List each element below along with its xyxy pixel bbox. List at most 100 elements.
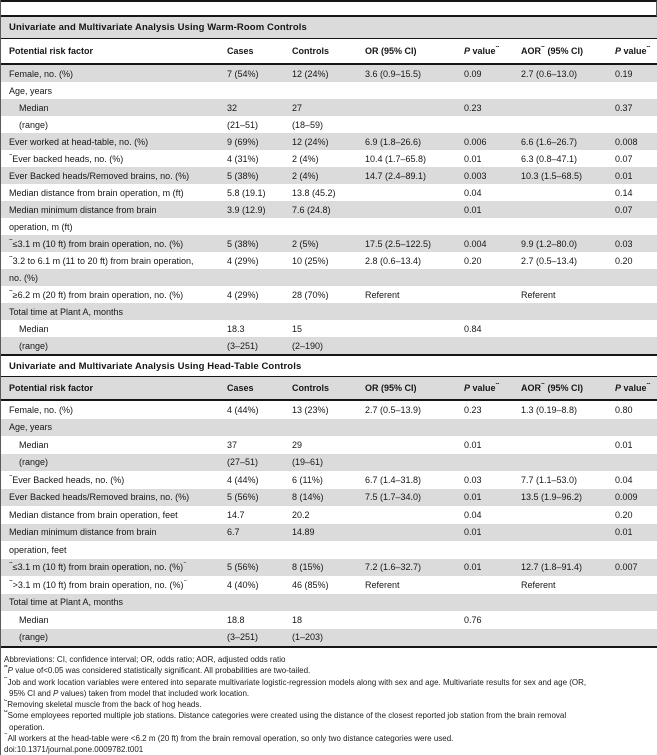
cell-controls: 29 — [292, 439, 303, 450]
cell-or: Referent — [365, 289, 400, 300]
cell-cases: 37 — [227, 439, 238, 450]
risk-factor-label: Ever Backed heads/Removed brains, no. (%… — [9, 492, 190, 503]
head-table-table-header-row: Potential risk factor Cases Controls OR (95… — [1, 377, 657, 401]
warm-room-table-title: Univariate and Multivariate Analysis Usi… — [1, 17, 657, 39]
cell-controls: (1–203) — [292, 632, 324, 643]
cell-cases: 9 (69%) — [227, 136, 259, 147]
cell-p1: 0.20 — [464, 255, 482, 266]
risk-factor-label: Median — [19, 614, 49, 625]
table-row: operation, m (ft) — [1, 218, 657, 235]
column-header: Potential risk factor — [9, 383, 94, 393]
cell-p1: 0.01 — [464, 153, 482, 164]
cell-cases: 7 (54%) — [227, 68, 259, 79]
footnote-line: aP value of<0.05 was considered statisti… — [4, 665, 311, 676]
cell-or: Referent — [365, 579, 400, 590]
cell-or: 6.7 (1.4–31.8) — [365, 474, 422, 485]
table-row: Age, years — [1, 82, 657, 99]
head-table-table-body: Female, no. (%) 4 (44%) 13 (23%) 2.7 (0.5–1… — [1, 401, 657, 646]
risk-factor-label: cEver Backed heads, no. (%) — [9, 474, 125, 485]
column-header: OR (95% CI) — [365, 383, 417, 393]
cell-p2: 0.03 — [615, 238, 633, 249]
table-row: d>3.1 m (10 ft) from brain operation, no… — [1, 576, 657, 594]
cell-or: 7.5 (1.7–34.0) — [365, 492, 422, 503]
cell-cases: 5 (38%) — [227, 170, 259, 181]
cell-p2: 0.01 — [615, 170, 633, 181]
cell-controls: 2 (4%) — [292, 170, 319, 181]
cell-p1: 0.006 — [464, 136, 487, 147]
table-row: cEver backed heads, no. (%) 4 (31%) 2 (4%)… — [1, 150, 657, 167]
table-row: Median 32 27 0.23 0.37 — [1, 99, 657, 116]
risk-factor-label: operation, m (ft) — [9, 221, 73, 232]
cell-cases: (3–251) — [227, 632, 259, 643]
cell-p1: 0.01 — [464, 492, 482, 503]
cell-or: 6.9 (1.8–26.6) — [365, 136, 422, 147]
cell-p2: 0.009 — [615, 492, 638, 503]
footnote-line: eAll workers at the head-table were <6.2… — [4, 733, 454, 744]
warm-room-controls-table: Univariate and Multivariate Analysis Usi… — [1, 17, 657, 354]
risk-factor-label: Median minimum distance from brain — [9, 527, 157, 538]
footnotes: Abbreviations: CI, confidence interval; … — [1, 648, 657, 755]
head-table-table-title: Univariate and Multivariate Analysis Usi… — [1, 356, 657, 377]
risk-factor-label: Median distance from brain operation, m … — [9, 187, 184, 198]
risk-factor-label: Median minimum distance from brain — [9, 204, 157, 215]
cell-aor: 1.3 (0.19–8.8) — [521, 404, 578, 415]
cell-controls: (2–190) — [292, 340, 324, 351]
cell-controls: 2 (5%) — [292, 238, 319, 249]
cell-controls: 2 (4%) — [292, 153, 319, 164]
risk-factor-label: Female, no. (%) — [9, 68, 74, 79]
cell-cases: (3–251) — [227, 340, 259, 351]
cell-p1: 0.004 — [464, 238, 487, 249]
cell-cases: 4 (29%) — [227, 289, 259, 300]
cell-or: 2.8 (0.6–13.4) — [365, 255, 422, 266]
cell-p2: 0.14 — [615, 187, 633, 198]
cell-aor: 10.3 (1.5–68.5) — [521, 170, 583, 181]
cell-cases: 4 (31%) — [227, 153, 259, 164]
footnote-line: bJob and work location variables were en… — [4, 677, 587, 687]
risk-factor-label: Ever worked at head-table, no. (%) — [9, 136, 149, 147]
cell-p1: 0.84 — [464, 323, 482, 334]
cell-aor: 6.3 (0.8–47.1) — [521, 153, 578, 164]
cell-p2: 0.04 — [615, 474, 633, 485]
cell-cases: 4 (29%) — [227, 255, 259, 266]
table-row: (range) (3–251) (2–190) — [1, 337, 657, 354]
cell-controls: (18–59) — [292, 119, 324, 130]
cell-p2: 0.01 — [615, 439, 633, 450]
cell-cases: 14.7 — [227, 509, 245, 520]
table-row: Age, years — [1, 418, 657, 436]
cell-controls: 27 — [292, 102, 303, 113]
cell-controls: 8 (14%) — [292, 492, 324, 503]
head-table-controls-table: Univariate and Multivariate Analysis Usi… — [1, 356, 657, 646]
cell-p2: 0.20 — [615, 509, 633, 520]
table-row: Female, no. (%) 4 (44%) 13 (23%) 2.7 (0.5–1… — [1, 401, 657, 419]
cell-or: 14.7 (2.4–89.1) — [365, 170, 427, 181]
risk-factor-label: Total time at Plant A, months — [9, 597, 124, 608]
cell-p1: 0.01 — [464, 527, 482, 538]
warm-room-table-header-row: Potential risk factor Cases Controls OR (95… — [1, 39, 657, 65]
cell-cases: 32 — [227, 102, 238, 113]
cell-controls: 12 (24%) — [292, 136, 329, 147]
cell-controls: 14.89 — [292, 527, 315, 538]
risk-factor-label: d3.2 to 6.1 m (11 to 20 ft) from brain o… — [9, 255, 194, 266]
cell-or: 17.5 (2.5–122.5) — [365, 238, 432, 249]
column-header: P valuea — [615, 383, 650, 393]
footnote-line: cRemoving skeletal muscle from the back … — [4, 699, 202, 710]
table-row: d3.2 to 6.1 m (11 to 20 ft) from brain o… — [1, 252, 657, 269]
cell-p2: 0.008 — [615, 136, 638, 147]
column-header: P valuea — [464, 383, 499, 393]
cell-controls: 15 — [292, 323, 303, 334]
cell-p1: 0.09 — [464, 68, 482, 79]
cell-p2: 0.07 — [615, 204, 633, 215]
risk-factor-label: Median — [19, 323, 49, 334]
column-header: Cases — [227, 383, 254, 393]
cell-cases: 5 (38%) — [227, 238, 259, 249]
cell-or: 7.2 (1.6–32.7) — [365, 562, 422, 573]
cell-cases: 4 (44%) — [227, 404, 259, 415]
cell-p2: 0.80 — [615, 404, 633, 415]
footnote-line: operation. — [9, 722, 45, 732]
risk-factor-label: Median — [19, 439, 49, 450]
cell-cases: 5.8 (19.1) — [227, 187, 266, 198]
cell-aor: 2.7 (0.5–13.4) — [521, 255, 578, 266]
risk-factor-label: Median — [19, 102, 49, 113]
footnote-line: doi:10.1371/journal.pone.0009782.t001 — [4, 745, 144, 755]
column-header: AORb (95% CI) — [521, 46, 583, 56]
